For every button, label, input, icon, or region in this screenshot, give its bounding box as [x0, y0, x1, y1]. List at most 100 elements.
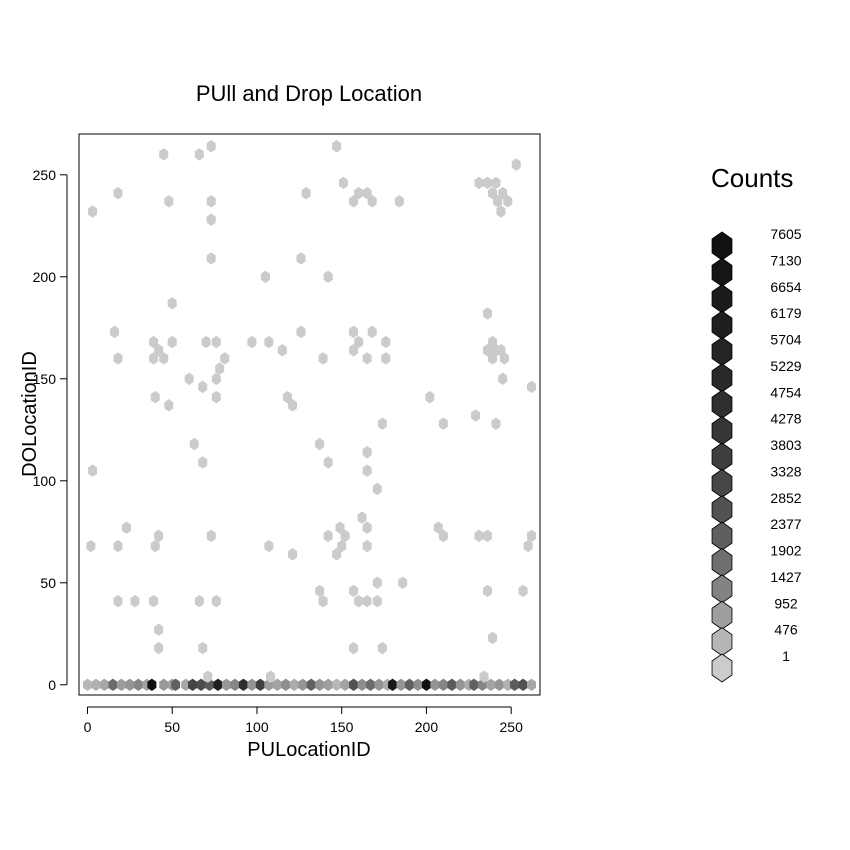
hexbin-cell	[357, 678, 367, 691]
hexbin-cell	[479, 670, 489, 683]
hexbin-cell	[349, 678, 359, 691]
hexbin-cell	[323, 529, 333, 543]
legend-swatch	[711, 363, 733, 393]
hexbin-cell	[198, 380, 208, 394]
hexbin-cell	[496, 205, 506, 218]
hexbin-cell	[486, 678, 496, 691]
hexbin-cell	[335, 521, 345, 534]
hexbin-cell	[511, 158, 521, 171]
x-tick-label: 250	[500, 719, 524, 735]
hexbin-cell	[362, 352, 372, 365]
hexbin-cell	[86, 539, 96, 553]
hexbin-cell	[133, 678, 143, 691]
x-tick-label: 150	[330, 719, 354, 735]
hexbin-cell	[527, 529, 537, 543]
x-tick-label: 0	[84, 719, 92, 735]
hexbin-cell	[159, 148, 169, 161]
legend-label: 7130	[770, 252, 801, 268]
hexbin-cell	[247, 678, 257, 691]
hexbin-cell	[518, 584, 528, 598]
hexbin-cell	[493, 195, 503, 208]
hexbin-cells	[82, 140, 537, 691]
legend-swatch	[711, 574, 733, 604]
hexbin-cell	[362, 464, 372, 477]
hexbin-cell	[349, 195, 359, 208]
hexbin-cell	[130, 594, 140, 608]
hexbin-cell	[471, 409, 481, 422]
hexbin-cell	[455, 678, 465, 691]
y-tick-label: 50	[40, 575, 56, 591]
hexbin-cell	[194, 594, 204, 608]
legend-swatch	[711, 389, 733, 419]
hexbin-cell	[213, 678, 223, 691]
hexbin-cell	[281, 678, 291, 691]
hexbin-cell	[211, 335, 221, 349]
hexbin-cell	[503, 678, 513, 691]
hexbin-cell	[425, 390, 435, 404]
legend-label: 6654	[770, 279, 801, 295]
x-tick-label: 50	[164, 719, 180, 735]
hexbin-cell	[288, 399, 298, 412]
legend-swatch	[711, 521, 733, 551]
hexbin-cell	[362, 521, 372, 534]
hexbin-cell	[510, 678, 520, 691]
hexbin-cell	[388, 678, 398, 691]
hexbin-cell	[421, 678, 431, 691]
hexbin-cell	[377, 417, 387, 430]
hexbin-cell	[323, 270, 333, 283]
hexbin-cell	[323, 678, 333, 691]
hexbin-cell	[296, 325, 306, 339]
hexbin-cell	[189, 437, 199, 451]
hexbin-cell	[491, 417, 501, 430]
hexbin-cell	[113, 539, 123, 553]
hexbin-cell	[381, 335, 391, 349]
legend-swatch	[711, 600, 733, 630]
hexbin-cell	[150, 539, 160, 553]
hexbin-cell	[154, 529, 164, 543]
hexbin-cell	[430, 678, 440, 691]
hexbin-cell	[488, 352, 498, 365]
hexbin-cell	[396, 678, 406, 691]
hexbin-cell	[238, 678, 248, 691]
hexbin-cell	[474, 176, 484, 190]
hexbin-cell	[357, 511, 367, 524]
hexbin-cell	[498, 372, 508, 385]
legend-swatch	[711, 231, 733, 261]
hexbin-cell	[88, 205, 98, 218]
hexbin-cell	[171, 678, 181, 691]
hexbin-cell	[99, 678, 109, 691]
hexbin-cell	[164, 195, 174, 208]
hexbin-cell	[215, 362, 225, 375]
plot-frame	[78, 133, 541, 696]
hexbin-cell	[404, 678, 414, 691]
hexbin-cell	[523, 539, 533, 553]
hexbin-cell	[196, 678, 206, 691]
hexbin-cell	[518, 678, 528, 691]
legend-label: 1902	[770, 543, 801, 559]
hexbin-cell	[306, 678, 316, 691]
hexbin-cell	[211, 594, 221, 608]
hexbin-cell	[482, 584, 492, 598]
hexbin-cell	[354, 335, 364, 349]
x-axis: 0 50 100 150 200 250	[84, 706, 524, 735]
hexbin-cell	[323, 456, 333, 469]
hexbin-cell	[374, 678, 384, 691]
hexbin-cell	[332, 140, 342, 153]
hexbin-cell	[494, 678, 504, 691]
hexbin-cell	[340, 678, 350, 691]
hexbin-cell	[211, 390, 221, 404]
hexbin-cell	[372, 576, 382, 589]
hexbin-cell	[488, 631, 498, 645]
legend-label: 7605	[770, 226, 801, 242]
legend-swatch	[711, 257, 733, 287]
hexbin-cell	[491, 176, 501, 190]
hexbin-cell	[366, 678, 376, 691]
hexbin-cell	[149, 594, 159, 608]
hexbin-cell	[318, 594, 328, 608]
hexbin-cell	[184, 372, 194, 385]
hexbin-cell	[354, 186, 364, 200]
hexbin-cell	[159, 352, 169, 365]
hexbin-cell	[206, 140, 216, 153]
legend-swatch	[711, 468, 733, 498]
hexbin-cell	[381, 352, 391, 365]
